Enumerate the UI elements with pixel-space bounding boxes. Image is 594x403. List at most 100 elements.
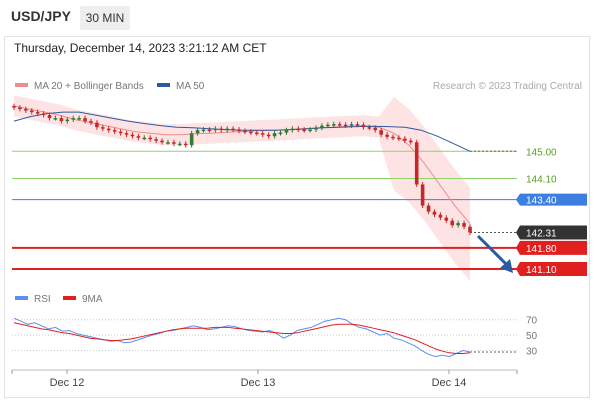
candle-body bbox=[379, 130, 383, 135]
ma50-line bbox=[13, 111, 471, 152]
candle-body bbox=[142, 137, 147, 140]
candle-body bbox=[83, 118, 87, 122]
candle-body bbox=[255, 132, 259, 135]
candle-body bbox=[12, 106, 16, 108]
symbol-title: USD/JPY bbox=[11, 8, 71, 24]
candles-layer bbox=[12, 103, 472, 235]
x-tick-label: Dec 13 bbox=[241, 377, 276, 389]
support-label-box bbox=[516, 240, 587, 255]
candle-body bbox=[89, 121, 93, 123]
candle-body bbox=[302, 129, 306, 132]
candle-body bbox=[355, 124, 360, 126]
candle-body bbox=[219, 128, 224, 131]
candle-body bbox=[160, 140, 164, 143]
x-axis: Dec 12 Dec 13 Dec 14 bbox=[11, 369, 518, 389]
candle-body bbox=[468, 226, 472, 233]
candle-body bbox=[320, 125, 324, 128]
resistance-label: 145.00 bbox=[526, 147, 557, 158]
candle-body bbox=[136, 136, 141, 138]
x-tick-label: Dec 12 bbox=[50, 377, 85, 389]
candle-body bbox=[172, 142, 176, 144]
candle-body bbox=[77, 118, 81, 120]
candle-body bbox=[106, 128, 111, 131]
ma50-legend-swatch bbox=[157, 83, 170, 87]
candle-body bbox=[95, 122, 99, 128]
rsi-panel: 70 50 30 bbox=[12, 316, 538, 357]
candle-body bbox=[326, 124, 330, 127]
candle-body bbox=[426, 205, 431, 212]
candle-body bbox=[450, 220, 455, 226]
candle-body bbox=[266, 134, 271, 137]
support-label: 141.80 bbox=[526, 244, 557, 255]
candle-body bbox=[343, 124, 348, 127]
candle-body bbox=[101, 127, 105, 129]
candle-body bbox=[35, 112, 40, 114]
candle-body bbox=[213, 128, 218, 131]
candle-body bbox=[337, 124, 342, 126]
candle-body bbox=[189, 133, 194, 146]
candle-body bbox=[373, 127, 378, 131]
candle-body bbox=[260, 133, 265, 135]
candle-body bbox=[385, 134, 389, 137]
candle-body bbox=[53, 118, 58, 120]
bb-legend-swatch bbox=[15, 83, 28, 87]
candle-body bbox=[18, 107, 22, 110]
candle-body bbox=[41, 113, 46, 116]
candle-body bbox=[249, 131, 253, 134]
candle-body bbox=[438, 214, 443, 218]
candle-body bbox=[367, 127, 372, 129]
candle-body bbox=[331, 124, 336, 126]
candle-body bbox=[314, 127, 318, 130]
rsi-legend-swatch bbox=[15, 296, 28, 300]
rsi-legend-label: RSI bbox=[34, 294, 51, 305]
current-price-label: 142.31 bbox=[526, 228, 557, 239]
candle-body bbox=[166, 142, 170, 144]
pivot-label: 143.40 bbox=[526, 196, 557, 207]
candle-body bbox=[59, 118, 64, 122]
rsi-tick-label: 50 bbox=[526, 331, 538, 342]
support-label: 141.10 bbox=[526, 265, 557, 276]
candle-body bbox=[284, 130, 289, 133]
candle-body bbox=[130, 134, 135, 137]
candle-body bbox=[225, 128, 229, 131]
candle-body bbox=[237, 129, 241, 132]
x-tick-label: Dec 14 bbox=[432, 377, 467, 389]
ma50-legend-label: MA 50 bbox=[176, 81, 205, 92]
candle-body bbox=[148, 137, 153, 140]
candle-body bbox=[243, 130, 247, 133]
candle-body bbox=[420, 184, 425, 206]
candle-body bbox=[278, 132, 283, 135]
candle-body bbox=[444, 217, 449, 221]
rsi-tick-label: 70 bbox=[526, 316, 538, 327]
candle-body bbox=[456, 223, 460, 226]
candle-body bbox=[124, 133, 129, 135]
candle-body bbox=[201, 129, 206, 132]
candle-body bbox=[432, 211, 437, 215]
candle-body bbox=[231, 128, 235, 131]
candle-body bbox=[71, 118, 76, 120]
credit-label: Research © 2023 Trading Central bbox=[433, 81, 582, 92]
bb-legend-label: MA 20 + Bollinger Bands bbox=[34, 81, 144, 92]
bollinger-band-area bbox=[14, 95, 470, 281]
rsi-ma-line bbox=[13, 322, 471, 354]
candle-body bbox=[178, 143, 182, 146]
candle-body bbox=[308, 129, 312, 132]
datetime-label: Thursday, December 14, 2023 3:21:12 AM C… bbox=[14, 41, 267, 55]
rsi-ma-legend-label: 9MA bbox=[82, 294, 103, 305]
level-lines-layer bbox=[12, 150, 520, 270]
candle-body bbox=[195, 130, 200, 134]
candle-body bbox=[397, 137, 401, 140]
candle-body bbox=[47, 115, 52, 119]
candle-body bbox=[112, 130, 117, 132]
candle-body bbox=[290, 128, 295, 131]
resistance-label: 144.10 bbox=[526, 174, 557, 185]
rsi-tick-label: 30 bbox=[526, 346, 538, 357]
candle-body bbox=[154, 139, 158, 141]
timeframe-badge[interactable]: 30 MIN bbox=[80, 6, 130, 30]
candle-body bbox=[462, 223, 466, 227]
candle-body bbox=[29, 110, 34, 113]
forecast-arrow bbox=[476, 234, 513, 273]
pivot-label-box bbox=[516, 193, 587, 206]
